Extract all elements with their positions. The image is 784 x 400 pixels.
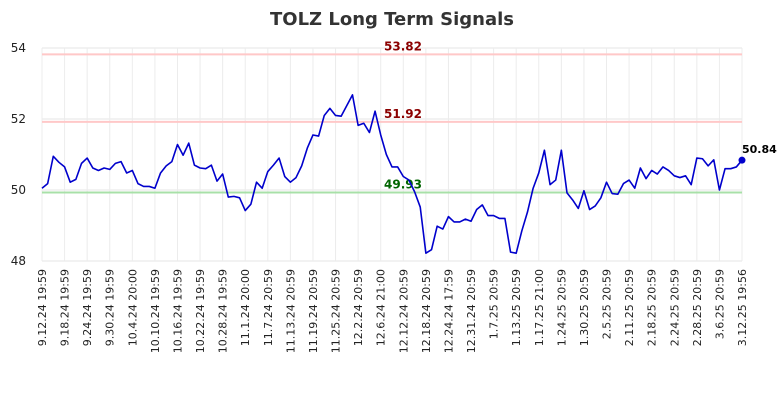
chart-title: TOLZ Long Term Signals — [270, 9, 514, 30]
x-tick-label: 1.24.25 20:59 — [555, 269, 568, 346]
last-value-label: 50.84 — [742, 143, 777, 156]
x-tick-label: 2.18.25 20:59 — [646, 269, 659, 346]
x-tick-label: 10.10.24 19:59 — [149, 269, 162, 353]
x-tick-label: 12.12.24 20:59 — [397, 269, 410, 353]
x-tick-label: 9.30.24 19:59 — [104, 269, 117, 346]
x-tick-label: 12.2.24 20:59 — [352, 269, 365, 346]
x-tick-label: 12.31.24 20:59 — [465, 269, 478, 353]
x-tick-label: 12.18.24 20:59 — [420, 269, 433, 353]
x-tick-label: 9.24.24 19:59 — [81, 269, 94, 346]
level-label: 53.82 — [384, 39, 422, 53]
x-tick-label: 3.6.25 20:59 — [713, 269, 726, 339]
x-tick-label: 11.13.24 20:59 — [284, 269, 297, 353]
x-tick-label: 1.7.25 20:59 — [488, 269, 501, 339]
signal-levels: 53.82 51.92 49.93 — [42, 39, 742, 194]
x-tick-label: 11.25.24 20:59 — [330, 269, 343, 353]
x-tick-label: 12.6.24 21:00 — [375, 269, 388, 346]
y-axis: 48 50 52 54 — [11, 41, 26, 268]
x-tick-label: 10.16.24 19:59 — [171, 269, 184, 353]
last-point-marker — [738, 156, 746, 164]
x-tick-label: 3.12.25 19:56 — [736, 269, 749, 346]
level-label: 51.92 — [384, 107, 422, 121]
x-tick-label: 12.24.24 17:59 — [442, 269, 455, 353]
x-tick-label: 1.17.25 21:00 — [533, 269, 546, 346]
x-tick-label: 1.13.25 20:59 — [510, 269, 523, 346]
x-tick-label: 2.5.25 20:59 — [601, 269, 614, 339]
x-tick-label: 9.18.24 19:59 — [59, 269, 72, 346]
x-tick-label: 2.28.25 20:59 — [691, 269, 704, 346]
x-tick-label: 10.4.24 20:00 — [126, 269, 139, 346]
y-tick-label: 50 — [11, 183, 26, 197]
x-tick-label: 2.11.25 20:59 — [623, 269, 636, 346]
x-tick-label: 11.1.24 20:00 — [239, 269, 252, 346]
price-series: 50.84 — [41, 94, 777, 254]
x-tick-label: 2.24.25 20:59 — [668, 269, 681, 346]
y-tick-label: 48 — [11, 254, 26, 268]
x-tick-label: 9.12.24 19:59 — [36, 269, 49, 346]
level-label: 49.93 — [384, 177, 422, 191]
x-tick-label: 10.28.24 19:59 — [217, 269, 230, 353]
x-tick-label: 10.22.24 19:59 — [194, 269, 207, 353]
x-axis: 9.12.24 19:59 9.18.24 19:59 9.24.24 19:59 9… — [36, 269, 749, 353]
x-tick-label: 1.30.25 20:59 — [578, 269, 591, 346]
x-tick-label: 11.7.24 20:59 — [262, 269, 275, 346]
y-tick-label: 52 — [11, 112, 26, 126]
price-line — [41, 94, 743, 254]
grid — [41, 47, 743, 262]
y-tick-label: 54 — [11, 41, 26, 55]
x-tick-label: 11.19.24 20:59 — [307, 269, 320, 353]
